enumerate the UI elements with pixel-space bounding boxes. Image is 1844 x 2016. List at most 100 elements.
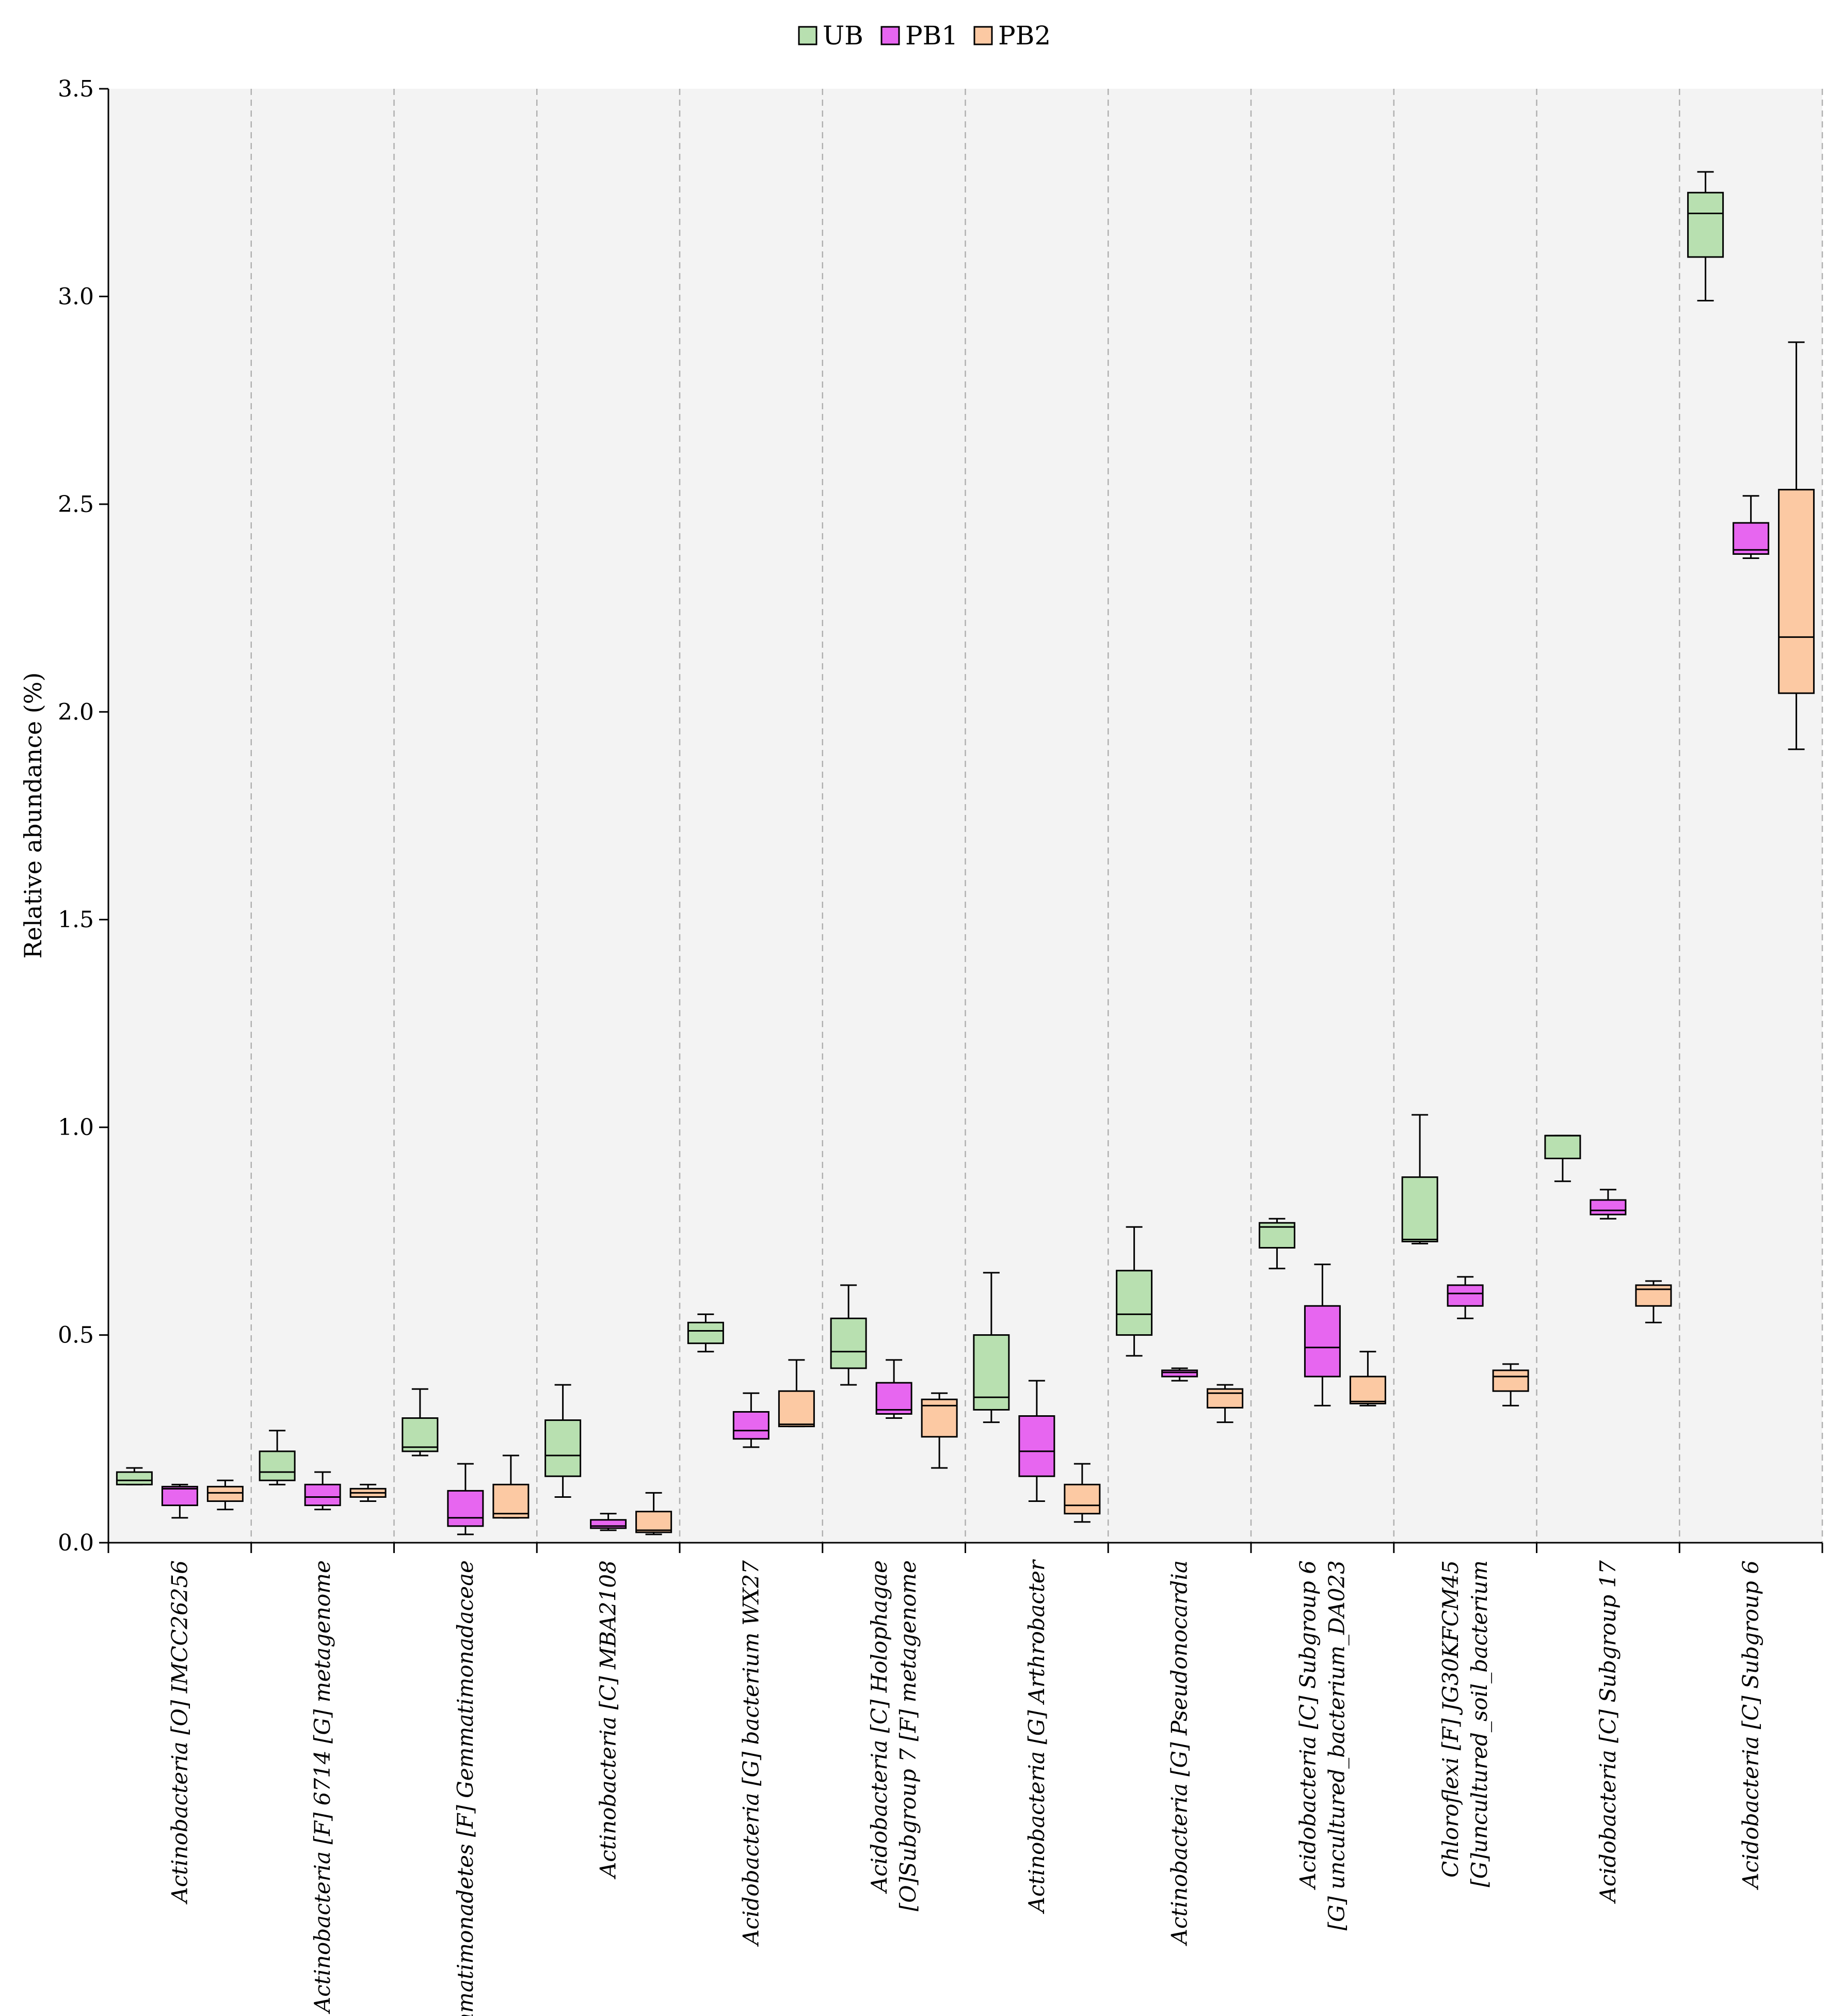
box-iqr — [1116, 1270, 1153, 1336]
legend-label: PB1 — [905, 21, 958, 51]
x-category-label: Actinobacteria [C] MBA2108 — [596, 1560, 621, 1880]
category-separators — [250, 89, 1823, 1543]
box-iqr — [590, 1519, 627, 1529]
box-iqr — [1590, 1199, 1627, 1215]
x-category-label: Acidobacteria [C] Holophagae [O]Subgroup … — [867, 1560, 921, 1911]
x-category-label-line: Actinobacteria [G] Pseudonocardia — [1167, 1560, 1192, 1946]
box-pb2 — [1349, 1351, 1386, 1406]
legend: UB PB1 PB2 — [798, 21, 1051, 51]
box-iqr — [1018, 1415, 1055, 1477]
x-category-label-line: [G]uncultured_soil_bacterium — [1467, 1560, 1492, 1887]
y-axis-ticks: 0.0 0.5 1.0 1.5 2.0 2.5 3.0 3.5 — [58, 76, 108, 1556]
x-category-label: Acidobacteria [C] Subgroup 6 [G] uncultur… — [1295, 1560, 1349, 1930]
box-iqr — [830, 1317, 867, 1369]
x-category-label: Actinobacteria [O] IMCC26256 — [167, 1560, 192, 1905]
x-category-label-line: Actinobacteria [F] 6714 [G] metagenome — [310, 1560, 335, 2014]
legend-swatch — [973, 26, 993, 45]
box-iqr — [447, 1490, 484, 1527]
box-ub — [1687, 171, 1724, 301]
x-category-label: Chloroflexi [F] JG30KFCM45 [G]uncultured_… — [1438, 1560, 1492, 1887]
box-pb1 — [590, 1513, 627, 1531]
x-category-label: Actinobacteria [F] 6714 [G] metagenome — [310, 1560, 335, 2014]
y-tick-label: 1.5 — [58, 907, 94, 933]
box-pb2 — [921, 1392, 958, 1469]
box-iqr — [1401, 1176, 1438, 1242]
x-axis-ticks: Actinobacteria [O] IMCC26256 Actinobacter… — [107, 1543, 1823, 2016]
x-category-label-line: Gemmatimonadetes [F] Gemmatimonadaceae — [453, 1560, 478, 2016]
box-iqr — [1447, 1284, 1484, 1307]
box-pb1 — [1590, 1189, 1627, 1220]
legend-label: PB2 — [998, 21, 1051, 51]
box-ub — [1401, 1114, 1438, 1245]
box-iqr — [1544, 1134, 1581, 1160]
box-iqr — [1778, 489, 1815, 694]
box-iqr — [1207, 1388, 1244, 1409]
x-category-label: Acidobacteria [C] Subgroup 6 — [1738, 1560, 1763, 1891]
box-pb2 — [1635, 1280, 1672, 1323]
x-category-label-line: Acidobacteria [C] Subgroup 17 — [1595, 1560, 1621, 1905]
box-iqr — [1064, 1483, 1101, 1515]
y-tick-label: 3.5 — [58, 76, 94, 102]
box-pb1 — [161, 1483, 198, 1519]
box-pb1 — [1733, 495, 1770, 559]
box-iqr — [1349, 1375, 1386, 1404]
x-category-label-line: Acidobacteria [C] Subgroup 6 — [1738, 1560, 1763, 1891]
x-category-label-line: Acidobacteria [C] Holophagae — [867, 1560, 892, 1894]
box-pb1 — [1018, 1380, 1055, 1502]
box-pb1 — [447, 1463, 484, 1535]
x-category-label: Acidobacteria [C] Subgroup 17 — [1595, 1560, 1621, 1905]
x-category-label-line: Actinobacteria [O] IMCC26256 — [167, 1560, 192, 1905]
box-iqr — [116, 1471, 153, 1485]
box-iqr — [1492, 1369, 1529, 1392]
boxes-layer — [116, 171, 1815, 1535]
box-pb2 — [778, 1359, 815, 1428]
legend-item-ub: UB — [798, 21, 863, 51]
box-iqr — [402, 1417, 439, 1452]
box-iqr — [492, 1483, 530, 1519]
box-ub — [544, 1384, 582, 1498]
box-ub — [116, 1467, 153, 1485]
x-category-label: Gemmatimonadetes [F] Gemmatimonadaceae — [453, 1560, 478, 2016]
box-ub — [830, 1284, 867, 1386]
box-iqr — [1687, 191, 1724, 258]
box-iqr — [778, 1390, 815, 1428]
box-iqr — [973, 1334, 1010, 1411]
box-pb2 — [635, 1492, 672, 1535]
box-iqr — [1161, 1369, 1198, 1378]
box-iqr — [1733, 522, 1770, 555]
legend-swatch — [798, 26, 817, 45]
box-pb1 — [304, 1471, 341, 1511]
box-iqr — [1304, 1305, 1341, 1378]
y-tick-label: 2.5 — [58, 491, 94, 518]
box-pb2 — [492, 1454, 530, 1519]
legend-item-pb1: PB1 — [880, 21, 958, 51]
box-pb1 — [875, 1359, 912, 1419]
x-category-label-line: Actinobacteria [C] MBA2108 — [596, 1560, 621, 1880]
box-pb2 — [1492, 1363, 1529, 1406]
box-ub — [259, 1430, 296, 1485]
box-pb1 — [1161, 1367, 1198, 1382]
x-category-label-line: Acidobacteria [C] Subgroup 6 — [1295, 1560, 1320, 1891]
legend-item-pb2: PB2 — [973, 21, 1051, 51]
y-tick-label: 3.0 — [58, 283, 94, 310]
box-ub — [687, 1313, 724, 1353]
box-ub — [1544, 1134, 1581, 1182]
box-iqr — [259, 1450, 296, 1481]
y-tick-label: 0.5 — [58, 1322, 94, 1349]
y-tick-label: 0.0 — [58, 1530, 94, 1556]
box-pb1 — [1304, 1263, 1341, 1406]
x-category-label-line: [O]Subgroup 7 [F] metagenome — [895, 1560, 921, 1911]
box-iqr — [161, 1485, 198, 1507]
box-ub — [402, 1388, 439, 1457]
x-category-label-line: Chloroflexi [F] JG30KFCM45 — [1438, 1560, 1463, 1878]
legend-label: UB — [823, 21, 863, 51]
legend-swatch — [880, 26, 900, 45]
box-pb2 — [206, 1479, 244, 1511]
box-pb1 — [1447, 1276, 1484, 1319]
x-category-label: Actinobacteria [G] Pseudonocardia — [1167, 1560, 1192, 1946]
x-category-label-line: Actinobacteria [G] Arthrobacter — [1024, 1559, 1049, 1914]
box-iqr — [732, 1411, 769, 1440]
x-category-label-line: [G] uncultured_bacterium_DA023 — [1324, 1560, 1349, 1930]
box-ub — [973, 1272, 1010, 1423]
x-category-label: Actinobacteria [G] Arthrobacter — [1024, 1559, 1049, 1914]
